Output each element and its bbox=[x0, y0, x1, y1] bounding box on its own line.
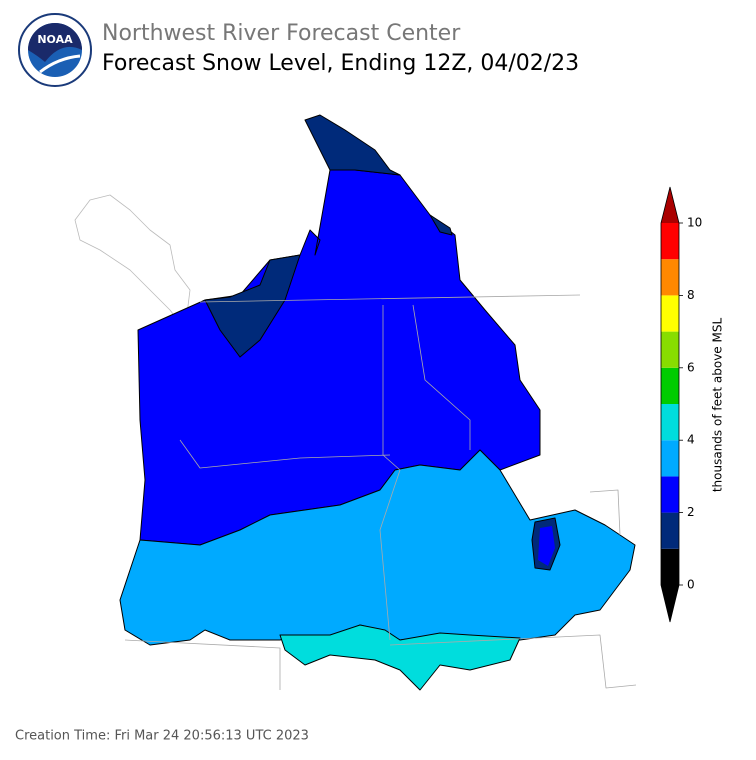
map-title: Forecast Snow Level, Ending 12Z, 04/02/2… bbox=[102, 51, 579, 76]
colorbar-segment bbox=[661, 404, 679, 441]
colorbar-tick-label: 10 bbox=[687, 216, 702, 230]
creation-time: Creation Time: Fri Mar 24 20:56:13 UTC 2… bbox=[15, 729, 309, 744]
colorbar-tick-label: 6 bbox=[687, 360, 695, 374]
colorbar-segment bbox=[661, 440, 679, 477]
map bbox=[74, 114, 637, 691]
colorbar-over bbox=[661, 187, 679, 223]
colorbar-segment bbox=[661, 331, 679, 368]
colorbar: 0 2 4 6 8 10 bbox=[660, 186, 702, 623]
colorbar-segment bbox=[661, 223, 679, 260]
noaa-logo: NOAA bbox=[18, 13, 92, 87]
colorbar-segment bbox=[661, 295, 679, 332]
colorbar-under bbox=[661, 585, 679, 622]
colorbar-tick-label: 8 bbox=[687, 288, 695, 302]
org-name: Northwest River Forecast Center bbox=[102, 21, 461, 46]
colorbar-segment bbox=[661, 548, 679, 585]
colorbar-segment bbox=[661, 259, 679, 296]
colorbar-segment bbox=[661, 512, 679, 549]
colorbar-segment bbox=[661, 476, 679, 513]
colorbar-label: thousands of feet above MSL bbox=[711, 318, 725, 493]
colorbar-tick-label: 4 bbox=[687, 433, 695, 447]
colorbar-tick-label: 2 bbox=[687, 505, 695, 519]
logo-text: NOAA bbox=[37, 33, 73, 46]
colorbar-segment bbox=[661, 367, 679, 404]
colorbar-tick-label: 0 bbox=[687, 578, 695, 592]
